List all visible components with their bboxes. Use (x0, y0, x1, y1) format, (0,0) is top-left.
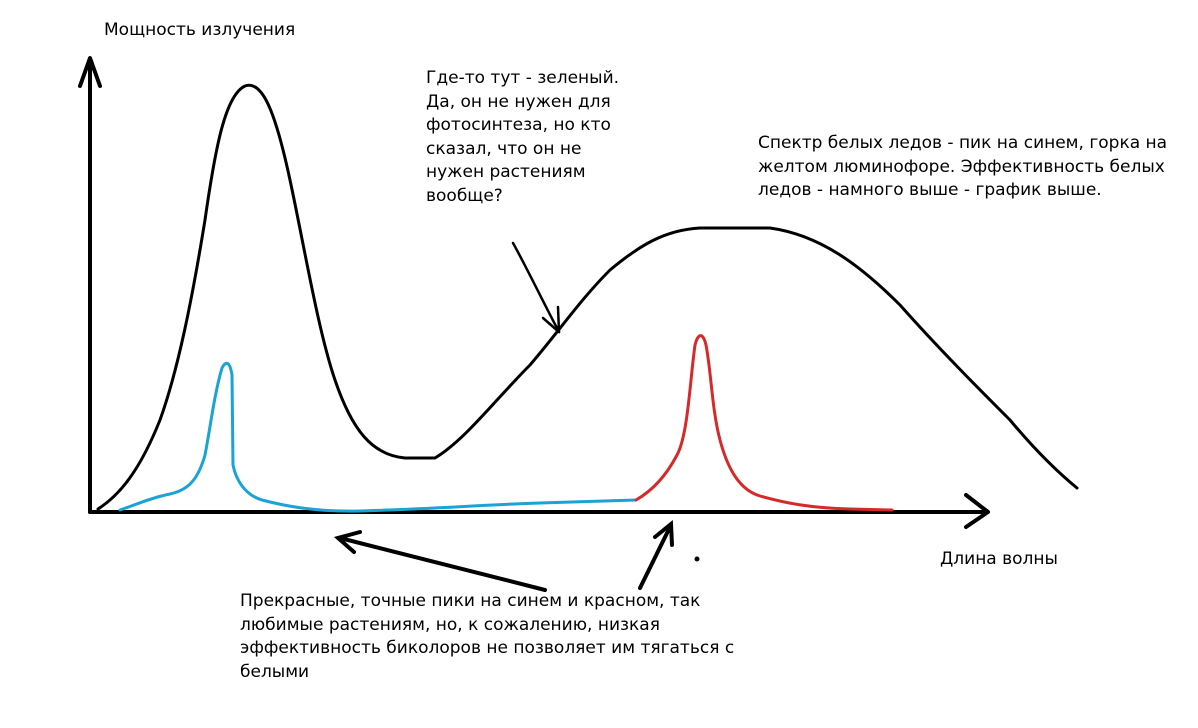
bicolor-annotation: Прекрасные, точные пики на синем и красн… (240, 591, 735, 682)
stray-dot (694, 556, 700, 562)
x-axis-arrowhead (964, 493, 990, 529)
x-axis-label: Длина волны (940, 549, 1058, 569)
axes (78, 56, 990, 529)
blue-peak-curve (118, 361, 638, 513)
y-axis-label: Мощность излучения (104, 20, 296, 40)
y-axis-arrowhead (78, 56, 102, 88)
white-led-annotation: Спектр белых ледов - пик на синем, горка… (758, 133, 1168, 200)
bicolor-red-arrow (638, 519, 674, 590)
green-annotation: Где-то тут - зеленый. Да, он не нужен дл… (426, 68, 620, 206)
green-pointer-arrow (511, 241, 561, 334)
red-peak-curve (634, 334, 894, 512)
white-led-spectrum-curve (96, 83, 1079, 511)
bicolor-blue-arrow (333, 530, 547, 592)
